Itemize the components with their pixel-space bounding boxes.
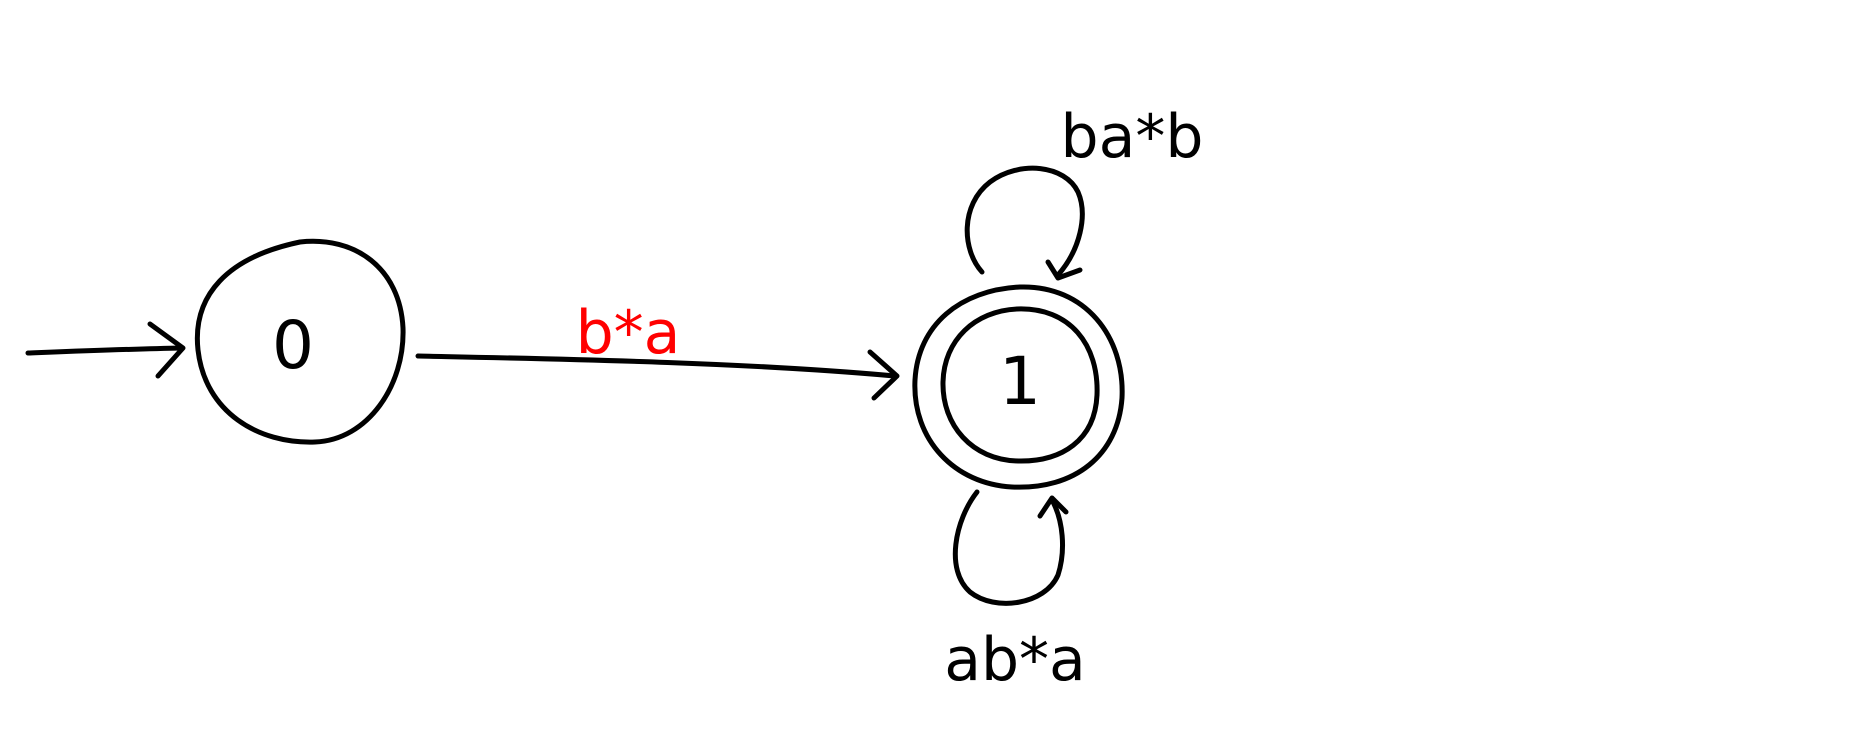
state-1-label: 1 [999,343,1041,420]
start-arrow [25,321,186,379]
loop-top: ba*b [964,102,1204,281]
loop-top-label: ba*b [1061,102,1204,172]
state-0-label: 0 [272,307,314,384]
loop-bottom: ab*a [944,489,1086,695]
loop-bottom-label: ab*a [944,625,1086,695]
state-1: 1 [912,284,1125,490]
transition-0-to-1: b*a [415,298,900,401]
transition-0-to-1-label: b*a [576,298,681,368]
state-0: 0 [194,238,406,445]
